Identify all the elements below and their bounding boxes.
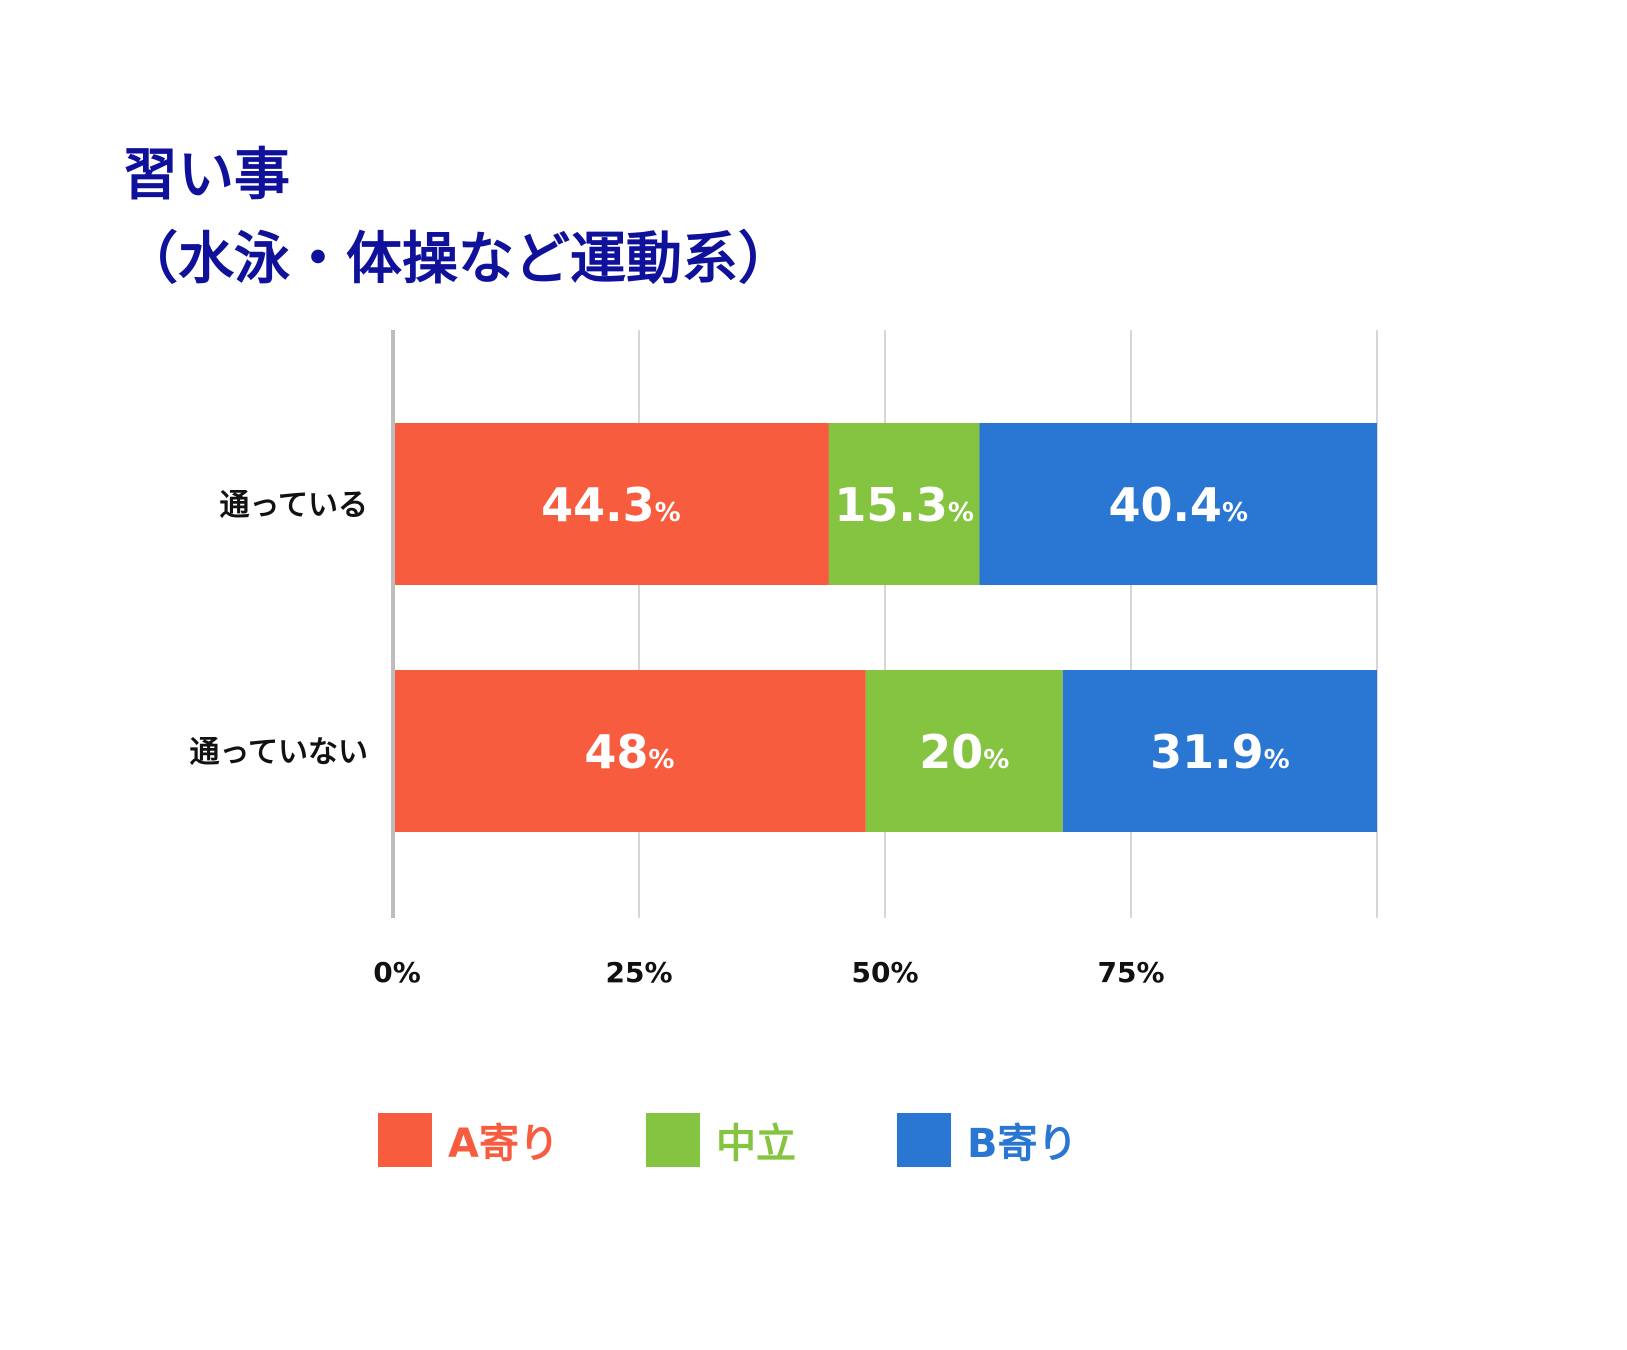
- bar-0-2: [979, 423, 1377, 585]
- bar-1-0: [393, 670, 866, 832]
- legend-label-b: B寄り: [967, 1121, 1078, 1167]
- legend-label-a: A寄り: [448, 1121, 559, 1167]
- bar-value-labels: 44.3% 15.3% 40.4% 48% 20% 31.9%: [541, 478, 1290, 779]
- legend-item-a: A寄り: [378, 1112, 559, 1168]
- legend: A寄り 中立 B寄り: [0, 1112, 1627, 1172]
- bar-0-0: [393, 423, 829, 585]
- bar-value-label-0-0: 44.3%: [541, 478, 681, 532]
- legend-item-b: B寄り: [897, 1112, 1078, 1168]
- bars: [393, 423, 1377, 832]
- bar-1-1: [865, 670, 1063, 832]
- category-label-1: 通っていない: [190, 735, 369, 770]
- legend-swatch-b: [897, 1113, 951, 1167]
- x-tick-label-50: 50%: [851, 956, 918, 989]
- bar-value-label-1-1: 20%: [919, 725, 1009, 779]
- category-label-0: 通っている: [220, 488, 369, 523]
- bar-value-label-1-0: 48%: [584, 725, 674, 779]
- legend-label-neutral: 中立: [716, 1121, 796, 1167]
- bar-0-1: [828, 423, 980, 585]
- x-tick-label-25: 25%: [605, 956, 672, 989]
- bar-value-label-0-1: 15.3%: [834, 478, 974, 532]
- x-tick-label-75: 75%: [1097, 956, 1164, 989]
- chart-title-line2: （水泳・体操など運動系）: [122, 227, 794, 292]
- bar-value-label-0-2: 40.4%: [1108, 478, 1248, 532]
- legend-item-neutral: 中立: [646, 1112, 796, 1168]
- bar-1-2: [1062, 670, 1377, 832]
- bar-value-label-1-2: 31.9%: [1150, 725, 1290, 779]
- legend-swatch-neutral: [646, 1113, 700, 1167]
- x-tick-label-0: 0%: [373, 956, 421, 989]
- legend-swatch-a: [378, 1113, 432, 1167]
- chart-title-line1: 習い事: [122, 143, 290, 208]
